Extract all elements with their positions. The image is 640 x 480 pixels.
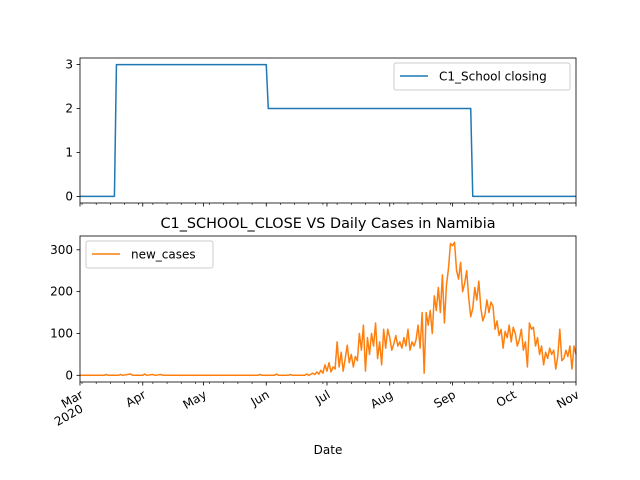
series-line-new-cases (80, 241, 577, 377)
y-tick-label: 1 (65, 145, 73, 159)
x-axis-label: Date (314, 443, 343, 457)
y-tick-label: 200 (50, 285, 73, 299)
y-tick-label: 0 (65, 189, 73, 203)
series-line-school-closing (80, 63, 576, 198)
y-tick-label: 2 (65, 102, 73, 116)
x-tick-label: Jul (312, 387, 332, 407)
y-tick-label: 3 (65, 58, 73, 72)
school-closing-panel: 0 1 2 3 C1_School closing (65, 57, 577, 207)
daily-cases-y-axis: 0 100 200 300 (50, 243, 80, 382)
daily-cases-series-layer (80, 241, 577, 377)
daily-cases-legend: new_cases (85, 240, 214, 269)
school-closing-legend: C1_School closing (393, 62, 571, 91)
legend-label-school-closing: C1_School closing (439, 70, 547, 84)
y-tick-label: 100 (50, 326, 73, 340)
daily-cases-plot-frame (79, 235, 577, 383)
school-closing-plot-frame (79, 57, 577, 204)
legend-box (393, 62, 571, 91)
school-closing-y-axis: 0 1 2 3 (65, 58, 80, 203)
school-closing-series-layer (80, 63, 576, 198)
legend-box (85, 240, 214, 269)
school-closing-x-ticks (79, 203, 577, 207)
legend-label-new-cases: new_cases (131, 248, 196, 262)
y-tick-label: 300 (50, 243, 73, 257)
chart-title: C1_SCHOOL_CLOSE VS Daily Cases in Namibi… (160, 216, 495, 232)
y-tick-label: 0 (65, 368, 73, 382)
